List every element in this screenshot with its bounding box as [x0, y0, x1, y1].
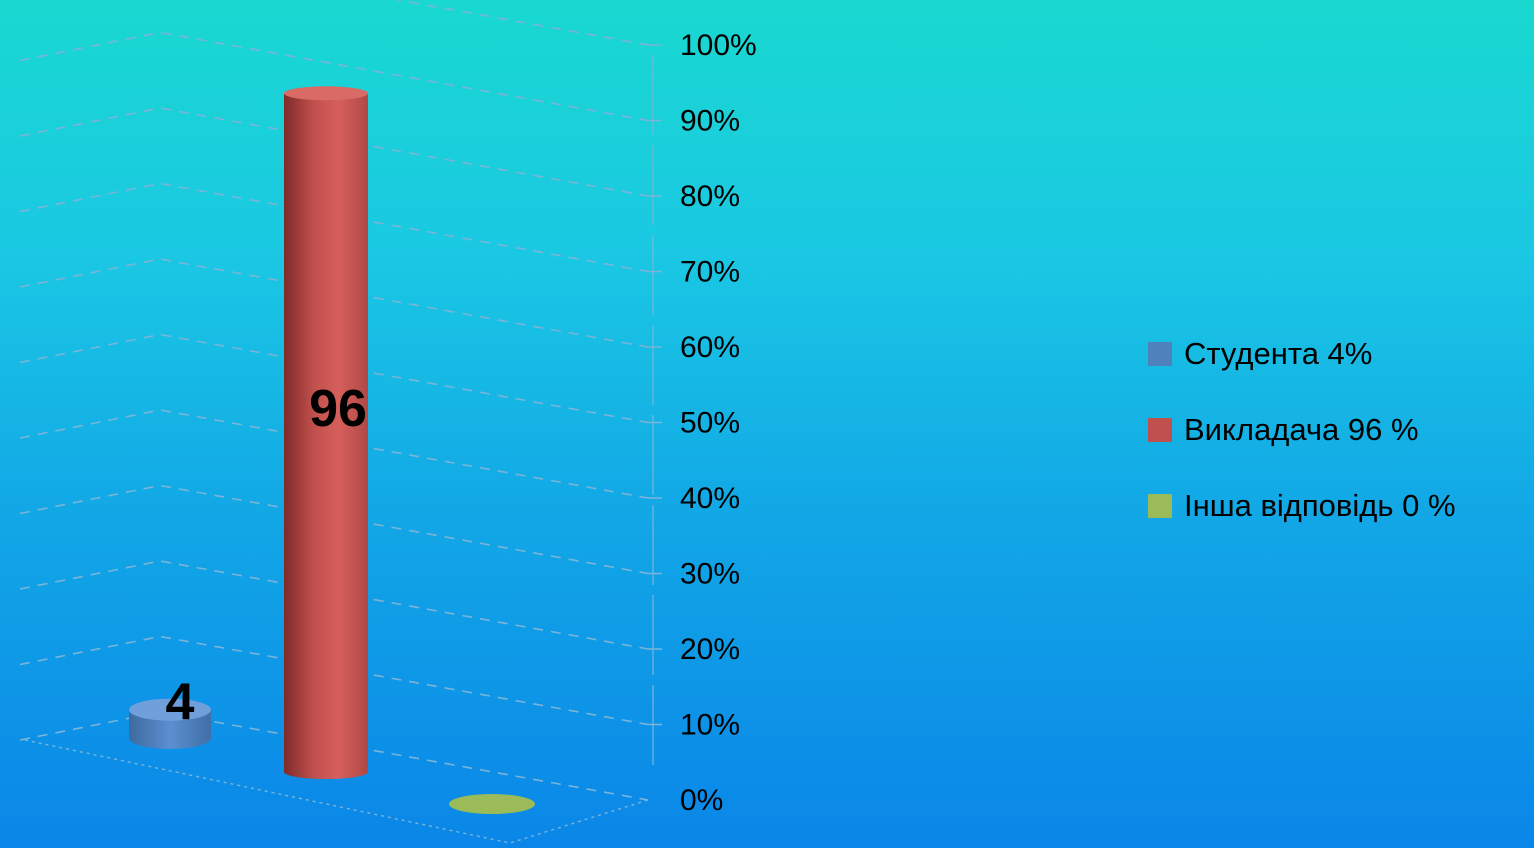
data-label-1: 96 [309, 380, 367, 438]
y-tick-label-7: 70% [680, 256, 740, 289]
legend-item-student: Студента 4% [1148, 316, 1456, 392]
legend-label-teacher: Викладача 96 % [1184, 412, 1419, 448]
y-tick-label-0: 0% [680, 784, 723, 817]
legend-label-other: Інша відповідь 0 % [1184, 488, 1456, 524]
y-tick-label-1: 10% [680, 709, 740, 742]
gridline-10 [20, 0, 648, 45]
data-label-0: 4 [166, 674, 195, 732]
bar-top-1 [284, 86, 368, 100]
y-tick-label-8: 80% [680, 180, 740, 213]
legend-swatch-other [1148, 494, 1172, 518]
legend-swatch-teacher [1148, 418, 1172, 442]
y-tick-label-2: 20% [680, 633, 740, 666]
bar-2 [449, 794, 535, 814]
y-tick-label-5: 50% [680, 407, 740, 440]
bar-top-2 [449, 794, 535, 814]
y-tick-label-4: 40% [680, 482, 740, 515]
y-axis: 0% 10% 20% 30% 40% 50% 60% 70% 80% 90% 100% [648, 29, 757, 817]
legend-item-teacher: Викладача 96 % [1148, 392, 1456, 468]
y-tick-label-6: 60% [680, 331, 740, 364]
legend-swatch-student [1148, 342, 1172, 366]
legend: Студента 4% Викладача 96 % Інша відповід… [1148, 316, 1456, 544]
y-tick-label-9: 90% [680, 105, 740, 138]
legend-label-student: Студента 4% [1184, 336, 1372, 372]
y-tick-label-10: 100% [680, 29, 757, 62]
y-tick-label-3: 30% [680, 558, 740, 591]
legend-item-other: Інша відповідь 0 % [1148, 468, 1456, 544]
